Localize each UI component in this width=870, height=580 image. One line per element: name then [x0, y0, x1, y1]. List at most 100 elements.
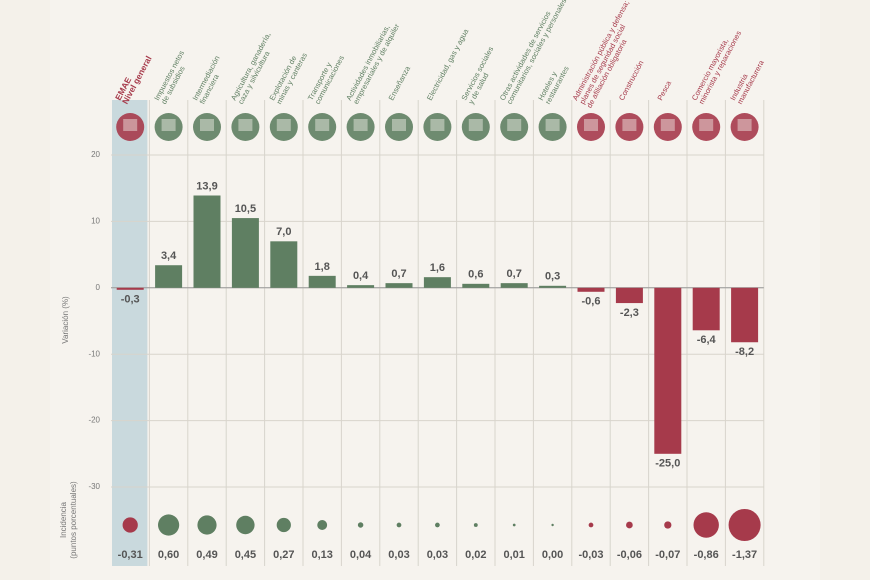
value-label: 0,7: [391, 268, 406, 280]
sector-icon: [615, 113, 644, 141]
sector-icon-detail: [699, 119, 714, 131]
incidence-label: -0,86: [694, 549, 719, 561]
sector-icon-detail: [660, 119, 675, 131]
incidence-bubble: [693, 512, 719, 538]
incidence-bubble: [473, 523, 478, 527]
incidence-axis-label-line: Incidencia: [59, 501, 68, 538]
bar: [500, 283, 528, 288]
incidence-bubble: [357, 522, 364, 528]
bar: [577, 287, 605, 292]
sector-icon: [385, 113, 413, 141]
sector-icon: [461, 113, 490, 141]
value-label: -2,3: [620, 307, 639, 319]
bar: [231, 218, 259, 288]
bar: [385, 283, 413, 288]
value-label: 0,7: [507, 268, 522, 280]
incidence-bubble: [588, 522, 594, 528]
value-label: 3,4: [161, 250, 177, 262]
sector-icon-detail: [200, 119, 214, 131]
incidence-label: -0,03: [578, 549, 603, 561]
value-label: 13,9: [196, 180, 217, 192]
sector-icon-detail: [622, 119, 637, 131]
incidence-axis-label-line: (puntos porcentuales): [69, 481, 78, 559]
incidence-bubble: [664, 521, 672, 529]
incidence-label: 0,00: [542, 549, 563, 561]
bar: [193, 195, 221, 288]
sector-icon-detail: [238, 119, 253, 131]
incidence-bubble: [728, 508, 761, 542]
highlight-column: [112, 100, 148, 566]
bar: [347, 285, 375, 288]
incidence-axis-label: Incidencia(puntos porcentuales): [59, 481, 78, 559]
value-label: 7,0: [276, 226, 291, 238]
sector-icon: [193, 113, 221, 141]
sector-icon-detail: [737, 119, 752, 131]
sector-icon: [231, 113, 260, 141]
incidence-label: 0,02: [465, 549, 486, 561]
bar: [539, 285, 567, 288]
sector-icon-detail: [545, 119, 560, 131]
sector-icon-detail: [392, 119, 406, 131]
y-axis-label: Variación (%): [61, 296, 70, 344]
value-label: -6,4: [697, 334, 717, 346]
incidence-label: 0,60: [158, 549, 179, 561]
incidence-label: -1,37: [732, 549, 757, 561]
incidence-bubble: [396, 522, 402, 528]
value-label: -25,0: [655, 458, 680, 470]
sector-icon-detail: [161, 119, 176, 131]
sector-icon: [577, 113, 605, 141]
bar: [692, 287, 720, 331]
sector-icon: [308, 113, 337, 141]
sector-icon: [730, 113, 759, 141]
sector-icon: [116, 113, 145, 141]
incidence-label: 0,01: [503, 549, 524, 561]
sector-icon-detail: [430, 119, 445, 131]
sector-icon-detail: [315, 119, 330, 131]
value-label: 0,3: [545, 271, 560, 283]
sector-icon-detail: [123, 119, 138, 131]
bar: [423, 277, 451, 288]
incidence-bubble: [276, 517, 291, 533]
y-tick-label: -30: [88, 482, 100, 491]
sector-icon: [346, 113, 375, 141]
y-tick-label: -10: [88, 349, 100, 358]
sector-icon: [692, 113, 721, 141]
bar: [308, 275, 336, 288]
incidence-label: 0,49: [196, 549, 217, 561]
incidence-label: 0,03: [427, 549, 448, 561]
bar: [270, 241, 298, 288]
bar: [116, 287, 144, 290]
bar: [731, 287, 759, 343]
incidence-bubble: [236, 515, 255, 535]
incidence-bubble: [512, 523, 516, 527]
bar: [462, 283, 490, 288]
incidence-bubble: [551, 523, 554, 527]
sector-icon: [653, 113, 682, 141]
incidence-label: 0,45: [235, 549, 256, 561]
incidence-label: 0,13: [311, 549, 332, 561]
value-label: -8,2: [735, 346, 754, 358]
value-label: 1,8: [315, 261, 330, 273]
value-label: -0,3: [121, 294, 140, 306]
sector-icon: [538, 113, 567, 141]
sector-icon-detail: [276, 119, 291, 131]
incidence-bubble: [197, 515, 217, 535]
y-tick-label: -20: [88, 416, 100, 425]
incidence-bubble: [157, 514, 180, 536]
incidence-bubble: [626, 521, 633, 529]
incidence-label: 0,27: [273, 549, 294, 561]
incidence-label: -0,06: [617, 549, 642, 561]
incidence-label: 0,03: [388, 549, 409, 561]
value-label: 10,5: [235, 203, 256, 215]
y-tick-label: 10: [91, 217, 100, 226]
value-label: -0,6: [582, 296, 601, 308]
sector-icon: [154, 113, 183, 141]
y-tick-label: 0: [96, 283, 101, 292]
incidence-bubble: [317, 520, 328, 530]
incidence-bubble: [435, 522, 440, 528]
bar: [654, 287, 682, 454]
value-label: 1,6: [430, 262, 445, 274]
panel: [50, 0, 820, 580]
value-label: 0,6: [468, 269, 483, 281]
incidence-bubble: [122, 517, 138, 533]
